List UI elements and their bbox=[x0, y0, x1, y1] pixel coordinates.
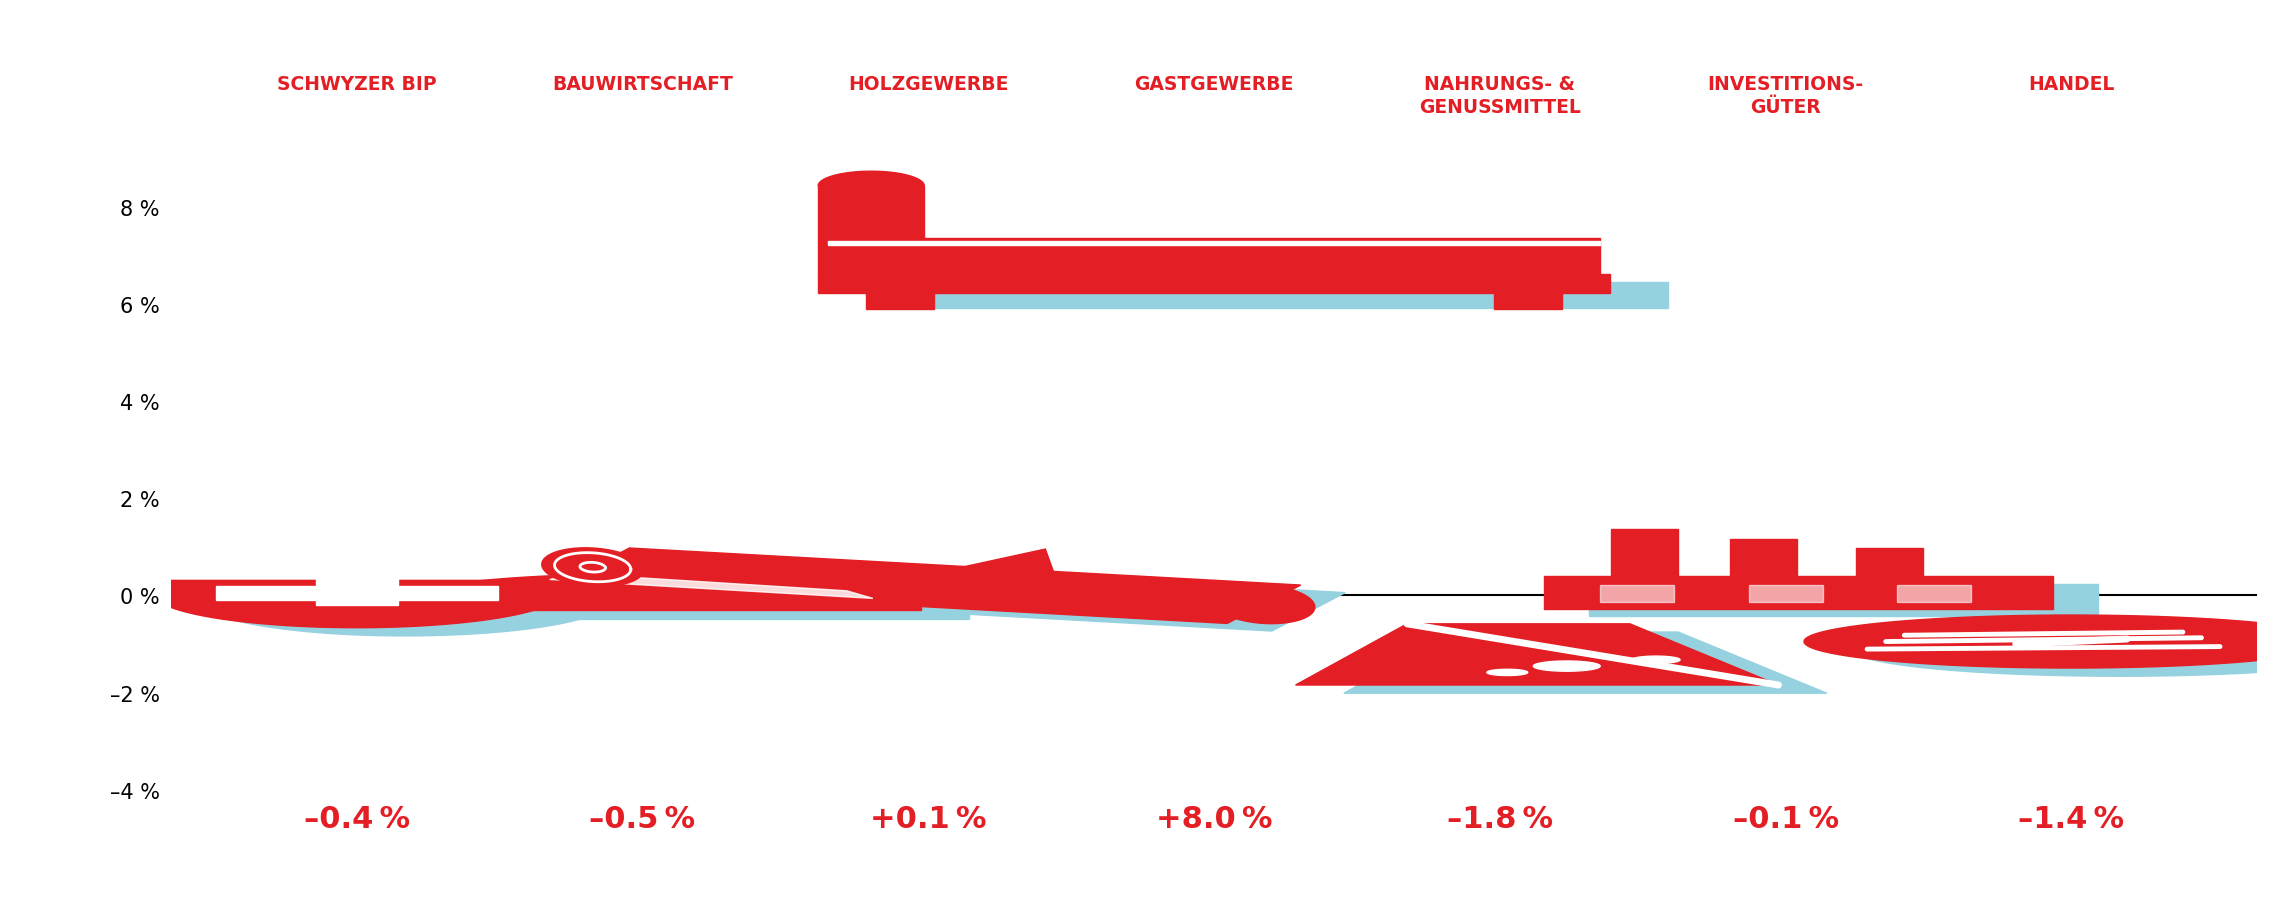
Polygon shape bbox=[1493, 293, 1562, 309]
Polygon shape bbox=[568, 558, 618, 577]
Polygon shape bbox=[1803, 615, 2280, 668]
Polygon shape bbox=[1295, 624, 1778, 686]
Polygon shape bbox=[1589, 584, 2098, 617]
Polygon shape bbox=[543, 548, 643, 587]
Text: SCHWYZER BIP: SCHWYZER BIP bbox=[276, 75, 435, 94]
Polygon shape bbox=[1897, 585, 1972, 603]
Text: HOLZGEWERBE: HOLZGEWERBE bbox=[848, 75, 1008, 94]
Text: +8.0 %: +8.0 % bbox=[1156, 805, 1272, 833]
Text: –0.4 %: –0.4 % bbox=[303, 805, 410, 833]
Polygon shape bbox=[819, 274, 1610, 293]
Polygon shape bbox=[217, 586, 497, 600]
Polygon shape bbox=[819, 187, 923, 274]
Polygon shape bbox=[1731, 539, 1797, 576]
Polygon shape bbox=[153, 581, 561, 628]
Polygon shape bbox=[413, 609, 969, 619]
Text: GASTGEWERBE: GASTGEWERBE bbox=[1135, 75, 1293, 94]
Text: HANDEL: HANDEL bbox=[2029, 75, 2114, 94]
Text: BAUWIRTSCHAFT: BAUWIRTSCHAFT bbox=[552, 75, 732, 94]
Polygon shape bbox=[828, 242, 1601, 245]
Polygon shape bbox=[1851, 623, 2280, 676]
Polygon shape bbox=[866, 293, 935, 309]
Polygon shape bbox=[413, 583, 969, 609]
Polygon shape bbox=[365, 575, 921, 601]
Polygon shape bbox=[1632, 657, 1680, 664]
Text: INVESTITIONS-
GÜTER: INVESTITIONS- GÜTER bbox=[1708, 75, 1863, 117]
Polygon shape bbox=[1601, 585, 1674, 603]
Polygon shape bbox=[201, 589, 609, 636]
Polygon shape bbox=[1856, 548, 1922, 576]
Text: –0.5 %: –0.5 % bbox=[591, 805, 695, 833]
Polygon shape bbox=[365, 601, 921, 611]
Polygon shape bbox=[600, 556, 1345, 631]
Polygon shape bbox=[317, 575, 397, 605]
Text: –1.8 %: –1.8 % bbox=[1448, 805, 1553, 833]
Polygon shape bbox=[1487, 669, 1528, 676]
Polygon shape bbox=[1749, 585, 1822, 603]
Text: –1.4 %: –1.4 % bbox=[2018, 805, 2125, 833]
Polygon shape bbox=[964, 549, 1053, 572]
Polygon shape bbox=[549, 575, 873, 599]
Polygon shape bbox=[1534, 661, 1601, 671]
Polygon shape bbox=[876, 282, 1669, 308]
Text: +0.1 %: +0.1 % bbox=[871, 805, 987, 833]
Polygon shape bbox=[1612, 529, 1678, 576]
Polygon shape bbox=[556, 548, 1300, 624]
Text: –0.1 %: –0.1 % bbox=[1733, 805, 1838, 833]
Polygon shape bbox=[1343, 632, 1826, 694]
Polygon shape bbox=[1544, 576, 2054, 609]
Polygon shape bbox=[1213, 585, 1316, 624]
Polygon shape bbox=[828, 238, 1601, 274]
Polygon shape bbox=[819, 172, 923, 187]
Text: NAHRUNGS- &
GENUSSMITTEL: NAHRUNGS- & GENUSSMITTEL bbox=[1418, 75, 1580, 117]
